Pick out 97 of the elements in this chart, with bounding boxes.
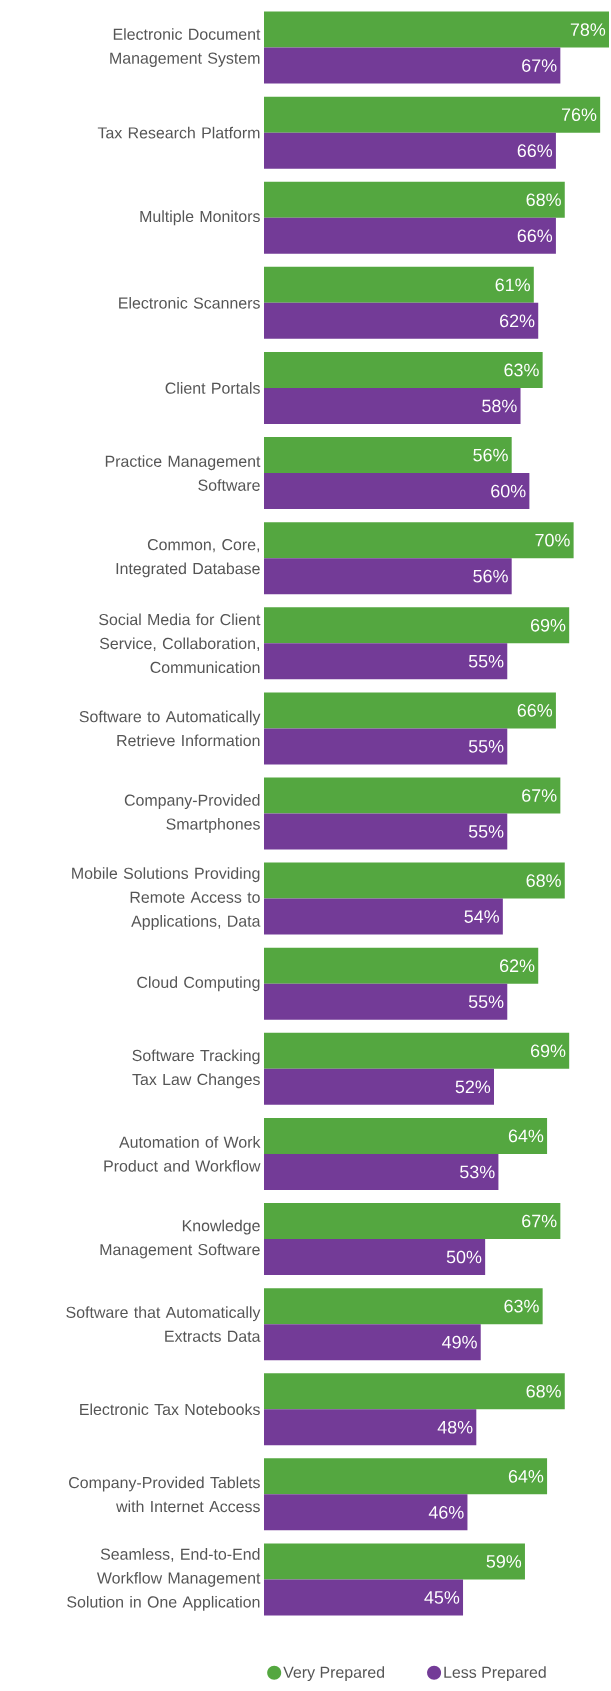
bar bbox=[264, 1068, 494, 1105]
bar bbox=[264, 1494, 468, 1531]
data-label: 66% bbox=[517, 704, 553, 717]
data-label: 63% bbox=[504, 1299, 539, 1313]
data-label: 56% bbox=[473, 569, 508, 583]
y-tick-label: Practice Management Software bbox=[105, 455, 261, 491]
y-tick-label: Company-Provided Smartphones bbox=[124, 794, 260, 833]
data-label: 53% bbox=[460, 1165, 495, 1179]
data-label: 64% bbox=[508, 1469, 544, 1483]
y-tick-label: Software that Automatically Extracts Data bbox=[66, 1306, 261, 1342]
data-label: 76% bbox=[561, 108, 597, 121]
data-label: 68% bbox=[526, 874, 561, 887]
y-tick-label: Electronic Document Management System bbox=[110, 28, 261, 67]
bar bbox=[264, 1153, 499, 1190]
data-label: 52% bbox=[455, 1080, 491, 1094]
y-tick-label: Multiple Monitors bbox=[140, 210, 260, 226]
bar bbox=[264, 181, 565, 218]
data-label: 67% bbox=[522, 59, 557, 72]
bar bbox=[264, 1324, 481, 1361]
data-label: 63% bbox=[504, 363, 539, 377]
y-tick-label: Electronic Scanners bbox=[119, 297, 260, 309]
bar bbox=[264, 96, 601, 133]
bar bbox=[264, 777, 561, 814]
data-label: 48% bbox=[437, 1420, 473, 1434]
data-label: 62% bbox=[500, 314, 535, 328]
data-label: 55% bbox=[468, 654, 504, 668]
bar bbox=[264, 132, 556, 169]
bar bbox=[264, 607, 570, 644]
data-label: 58% bbox=[482, 399, 517, 413]
bar bbox=[264, 983, 508, 1020]
legend-label: Less Prepared bbox=[444, 1666, 546, 1682]
bar bbox=[264, 1373, 565, 1410]
bar bbox=[264, 1409, 477, 1446]
bar bbox=[264, 1543, 525, 1580]
y-tick-label: Cloud Computing bbox=[137, 976, 260, 992]
data-label: 55% bbox=[468, 825, 504, 838]
bar bbox=[264, 558, 512, 595]
bar bbox=[264, 437, 512, 474]
data-label: 69% bbox=[531, 618, 566, 632]
data-label: 67% bbox=[522, 789, 557, 802]
bar bbox=[264, 387, 521, 424]
data-label: 60% bbox=[491, 484, 526, 498]
bar bbox=[264, 11, 609, 48]
data-label: 45% bbox=[424, 1591, 460, 1604]
legend-label: Very Prepared bbox=[283, 1666, 385, 1682]
data-label: 50% bbox=[446, 1250, 482, 1264]
bar bbox=[264, 1579, 464, 1616]
data-label: 61% bbox=[495, 278, 530, 292]
bar bbox=[264, 1458, 548, 1495]
data-label: 62% bbox=[500, 959, 535, 973]
bar bbox=[264, 217, 556, 254]
data-label: 66% bbox=[517, 229, 553, 243]
y-tick-label: Common, Core, Integrated Database bbox=[116, 539, 260, 578]
data-label: 54% bbox=[464, 910, 499, 923]
bar bbox=[264, 522, 574, 559]
bar bbox=[264, 643, 508, 680]
y-tick-label: Electronic Tax Notebooks bbox=[80, 1403, 260, 1416]
y-tick-label: Seamless, End-to-End Workflow Management Solution in One Application bbox=[67, 1548, 261, 1611]
bar bbox=[264, 351, 543, 388]
data-label: 55% bbox=[468, 995, 504, 1009]
bar bbox=[264, 1239, 486, 1276]
bar bbox=[264, 1032, 570, 1069]
bar bbox=[264, 473, 530, 510]
bar bbox=[264, 813, 508, 850]
data-label: 70% bbox=[535, 533, 570, 547]
bar bbox=[264, 1203, 561, 1240]
bar bbox=[264, 47, 561, 84]
data-label: 64% bbox=[508, 1129, 544, 1143]
y-tick-label: Social Media for Client Service, Collaboration, Communication bbox=[99, 613, 261, 674]
data-label: 59% bbox=[486, 1555, 522, 1568]
data-label: 55% bbox=[468, 740, 504, 753]
data-label: 46% bbox=[428, 1505, 464, 1519]
bar bbox=[264, 302, 539, 339]
data-label: 68% bbox=[526, 193, 561, 207]
data-label: 78% bbox=[570, 23, 606, 36]
data-label: 49% bbox=[442, 1335, 477, 1349]
y-tick-label: Knowledge Management Software bbox=[100, 1219, 260, 1259]
data-label: 69% bbox=[531, 1044, 566, 1058]
bar bbox=[264, 1117, 548, 1154]
bar bbox=[264, 898, 503, 935]
y-tick-label: Mobile Solutions Providing Remote Access to Applications, Data bbox=[72, 867, 261, 930]
data-label: 56% bbox=[473, 448, 508, 462]
data-label: 68% bbox=[526, 1384, 561, 1398]
y-tick-label: Automation of Work Product and Workflow bbox=[104, 1136, 261, 1172]
bar bbox=[264, 692, 556, 729]
bar bbox=[264, 728, 508, 765]
y-tick-label: Company-Provided Tablets with Internet Access bbox=[69, 1476, 260, 1513]
y-tick-label: Client Portals bbox=[165, 382, 260, 394]
y-tick-label: Software to Automatically Retrieve Information bbox=[79, 710, 261, 747]
bar bbox=[264, 947, 539, 984]
bar bbox=[264, 1288, 543, 1325]
y-tick-label: Tax Research Platform bbox=[97, 126, 260, 139]
data-label: 67% bbox=[522, 1214, 557, 1228]
data-label: 66% bbox=[517, 144, 553, 157]
bar bbox=[264, 266, 534, 303]
bar bbox=[264, 862, 565, 899]
y-tick-label: Software Tracking Tax Law Changes bbox=[132, 1049, 260, 1089]
